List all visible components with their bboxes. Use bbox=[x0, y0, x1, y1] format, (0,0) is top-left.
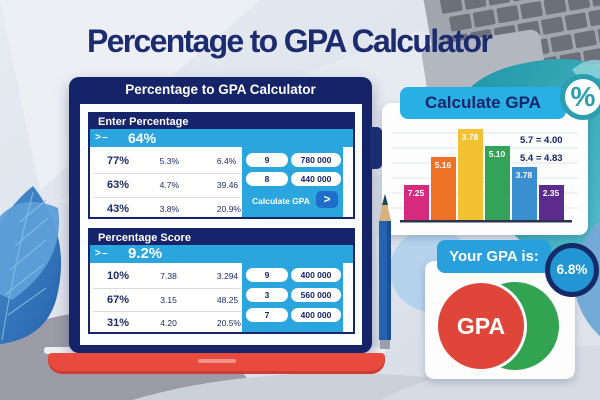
svg-text:5.4 = 4.83: 5.4 = 4.83 bbox=[520, 153, 563, 164]
svg-text:2.35: 2.35 bbox=[543, 188, 560, 198]
svg-text:5.10: 5.10 bbox=[489, 149, 506, 159]
svg-text:3.78: 3.78 bbox=[462, 132, 479, 142]
svg-text:7.25: 7.25 bbox=[408, 188, 425, 198]
svg-text:5.7 = 4.00: 5.7 = 4.00 bbox=[520, 135, 563, 146]
svg-text:5.16: 5.16 bbox=[435, 160, 452, 170]
svg-text:3.78: 3.78 bbox=[516, 170, 533, 180]
